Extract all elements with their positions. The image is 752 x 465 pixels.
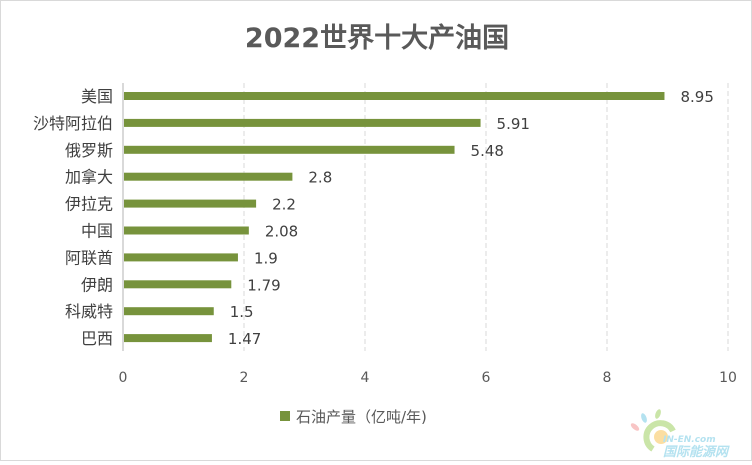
- category-label: 伊拉克: [65, 195, 113, 214]
- x-tick-label: 0: [119, 370, 128, 386]
- data-label: 5.91: [497, 115, 530, 133]
- legend: 石油产量（亿吨/年): [280, 408, 427, 426]
- svg-text:IN-EN.com: IN-EN.com: [663, 435, 716, 445]
- category-label: 美国: [81, 87, 113, 106]
- chart-title: 2022世界十大产油国: [245, 23, 509, 54]
- bar: [124, 307, 214, 316]
- bar: [124, 253, 238, 262]
- x-tick-label: 4: [361, 370, 370, 386]
- data-label: 2.08: [265, 223, 298, 241]
- bar: [124, 334, 212, 343]
- category-label: 伊朗: [81, 275, 113, 294]
- legend-swatch: [280, 411, 290, 421]
- data-label: 8.95: [680, 88, 713, 106]
- x-tick-label: 8: [603, 370, 612, 386]
- category-label: 科威特: [65, 302, 113, 321]
- bar: [124, 226, 249, 235]
- data-label: 1.47: [228, 330, 261, 348]
- watermark-logo: IN-EN.com 国际能源网: [630, 409, 730, 460]
- data-label: 2.2: [272, 196, 296, 214]
- svg-text:国际能源网: 国际能源网: [663, 444, 730, 460]
- category-label: 沙特阿拉伯: [33, 114, 113, 133]
- bar: [124, 145, 455, 154]
- data-label: 1.9: [254, 249, 278, 267]
- bar: [124, 92, 665, 100]
- data-label: 2.8: [308, 169, 332, 187]
- category-label: 巴西: [81, 329, 113, 348]
- data-label: 5.48: [471, 142, 504, 160]
- category-label: 加拿大: [65, 168, 113, 187]
- bar: [124, 280, 232, 289]
- legend-label: 石油产量（亿吨/年): [296, 408, 427, 426]
- bar: [124, 199, 257, 208]
- x-tick-label: 10: [719, 370, 737, 386]
- category-label: 中国: [81, 222, 113, 241]
- bar: [124, 118, 481, 127]
- x-tick-label: 2: [240, 370, 249, 386]
- data-label: 1.79: [247, 276, 280, 294]
- x-tick-label: 6: [482, 370, 491, 386]
- bar: [124, 172, 293, 181]
- category-label: 俄罗斯: [65, 141, 113, 160]
- category-label: 阿联酋: [65, 248, 113, 267]
- data-label: 1.5: [230, 303, 254, 321]
